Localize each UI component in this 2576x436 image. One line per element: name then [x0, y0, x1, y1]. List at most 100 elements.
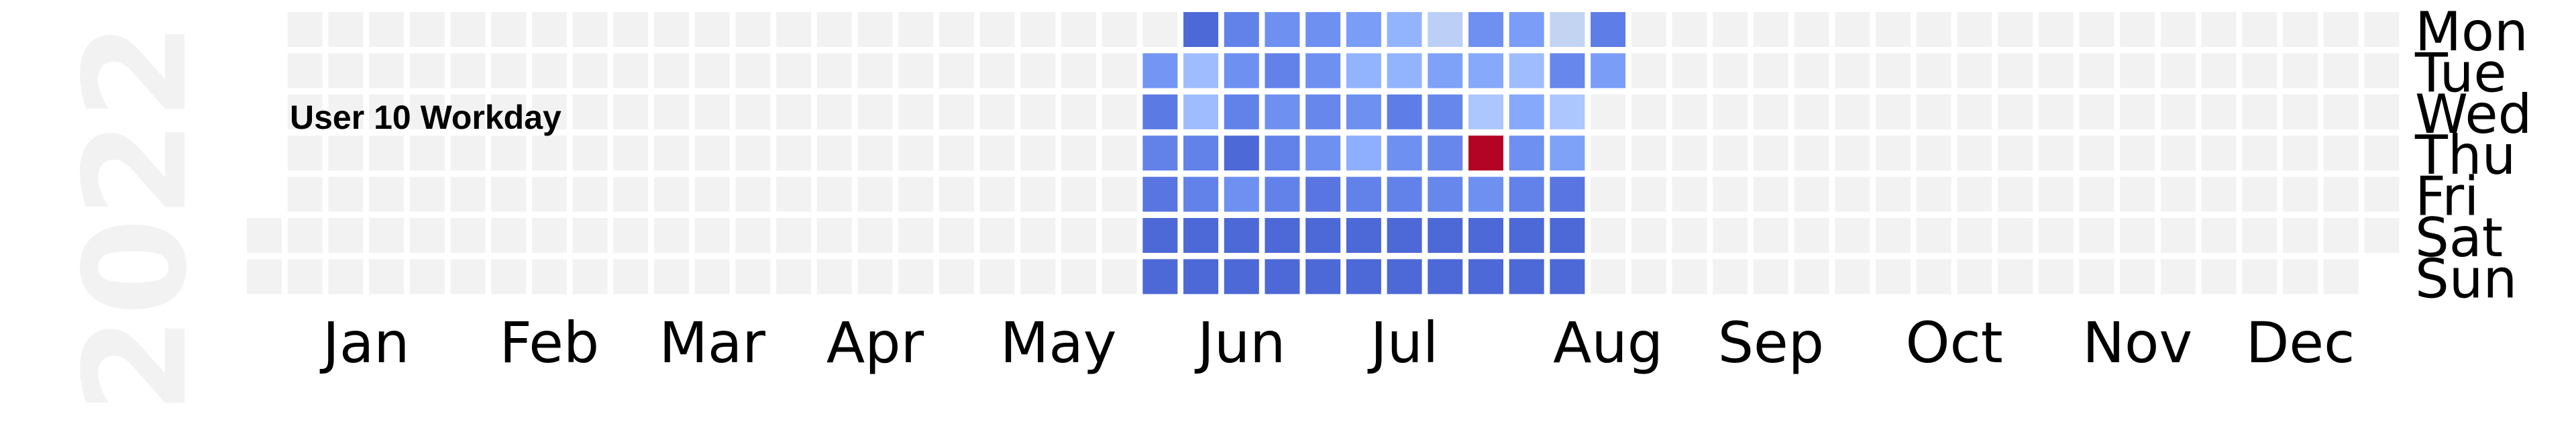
- empty-cell: [1916, 135, 1951, 171]
- empty-cell: [1998, 176, 2033, 212]
- empty-cell: [2201, 259, 2237, 294]
- heatmap-cell: [1224, 135, 1259, 171]
- empty-cell: [1835, 53, 1870, 89]
- heatmap-cell: [1142, 94, 1178, 129]
- empty-cell: [2038, 94, 2074, 129]
- empty-cell: [1794, 218, 1829, 253]
- empty-cell: [369, 259, 405, 294]
- heatmap-cell: [1142, 218, 1178, 253]
- empty-cell: [491, 259, 527, 294]
- empty-cell: [2079, 259, 2114, 294]
- empty-cell: [979, 218, 1015, 253]
- empty-cell: [572, 53, 608, 89]
- empty-cell: [450, 176, 486, 212]
- weekday-label: Sun: [2415, 248, 2517, 310]
- empty-cell: [1061, 12, 1096, 47]
- empty-cell: [1794, 94, 1829, 129]
- empty-cell: [1672, 135, 1707, 171]
- empty-cell: [2242, 218, 2277, 253]
- empty-cell: [531, 135, 567, 171]
- empty-cell: [369, 218, 405, 253]
- empty-cell: [938, 218, 974, 253]
- empty-cell: [816, 53, 852, 89]
- empty-cell: [1102, 259, 1137, 294]
- heatmap-cell: [1346, 259, 1381, 294]
- empty-cell: [816, 176, 852, 212]
- empty-cell: [2364, 176, 2400, 212]
- empty-cell: [1631, 218, 1666, 253]
- empty-cell: [979, 53, 1015, 89]
- heatmap-cell: [1591, 12, 1626, 47]
- heatmap-cell: [1550, 218, 1585, 253]
- empty-cell: [1672, 176, 1707, 212]
- empty-cell: [1876, 12, 1911, 47]
- empty-cell: [2283, 53, 2318, 89]
- empty-cell: [654, 53, 689, 89]
- empty-cell: [979, 176, 1015, 212]
- heatmap-cell: [1387, 94, 1422, 129]
- empty-cell: [1591, 218, 1626, 253]
- empty-cell: [1753, 259, 1788, 294]
- empty-cell: [2283, 176, 2318, 212]
- heatmap-cell: [1265, 94, 1300, 129]
- heatmap-cell: [1468, 94, 1503, 129]
- empty-cell: [1916, 94, 1951, 129]
- empty-cell: [1794, 135, 1829, 171]
- heatmap-cell: [1509, 176, 1544, 212]
- empty-cell: [938, 12, 974, 47]
- month-label: Oct: [1905, 310, 2002, 376]
- heatmap-cell: [1428, 53, 1463, 89]
- empty-cell: [1998, 135, 2033, 171]
- heatmap-cell: [1387, 259, 1422, 294]
- empty-cell: [1020, 53, 1056, 89]
- empty-cell: [2364, 12, 2400, 47]
- empty-cell: [2120, 259, 2155, 294]
- empty-cell: [898, 12, 934, 47]
- empty-cell: [694, 135, 730, 171]
- empty-cell: [1713, 94, 1748, 129]
- empty-cell: [1020, 94, 1056, 129]
- empty-cell: [776, 53, 812, 89]
- heatmap-cell: [1428, 218, 1463, 253]
- empty-cell: [2242, 259, 2277, 294]
- empty-cell: [2242, 135, 2277, 171]
- empty-cell: [1631, 135, 1666, 171]
- empty-cell: [979, 12, 1015, 47]
- empty-cell: [2323, 94, 2359, 129]
- empty-cell: [1672, 94, 1707, 129]
- empty-cell: [1102, 218, 1137, 253]
- empty-cell: [2364, 218, 2400, 253]
- heatmap-cell: [1224, 259, 1259, 294]
- empty-cell: [1713, 12, 1748, 47]
- empty-cell: [1672, 259, 1707, 294]
- empty-cell: [613, 53, 649, 89]
- empty-cell: [369, 12, 405, 47]
- heatmap-cell: [1183, 12, 1219, 47]
- empty-cell: [654, 12, 689, 47]
- empty-cell: [898, 94, 934, 129]
- empty-cell: [1142, 12, 1178, 47]
- empty-cell: [857, 53, 893, 89]
- weekday-label: Tue: [2414, 42, 2507, 104]
- empty-cell: [938, 259, 974, 294]
- empty-cell: [531, 94, 567, 129]
- empty-cell: [2079, 12, 2114, 47]
- empty-cell: [2364, 94, 2400, 129]
- heatmap-cell: [1142, 176, 1178, 212]
- empty-cell: [1061, 218, 1096, 253]
- month-label: Mar: [659, 310, 765, 376]
- empty-cell: [1061, 135, 1096, 171]
- empty-cell: [654, 218, 689, 253]
- empty-cell: [1020, 135, 1056, 171]
- heatmap-cell: [1468, 176, 1503, 212]
- empty-cell: [1020, 259, 1056, 294]
- empty-cell: [1876, 259, 1911, 294]
- empty-cell: [898, 135, 934, 171]
- empty-cell: [694, 259, 730, 294]
- empty-cell: [816, 12, 852, 47]
- heatmap-cell: [1509, 218, 1544, 253]
- heatmap-cell: [1346, 135, 1381, 171]
- empty-cell: [1835, 176, 1870, 212]
- month-label: Nov: [2082, 310, 2192, 376]
- month-label: Dec: [2246, 310, 2355, 376]
